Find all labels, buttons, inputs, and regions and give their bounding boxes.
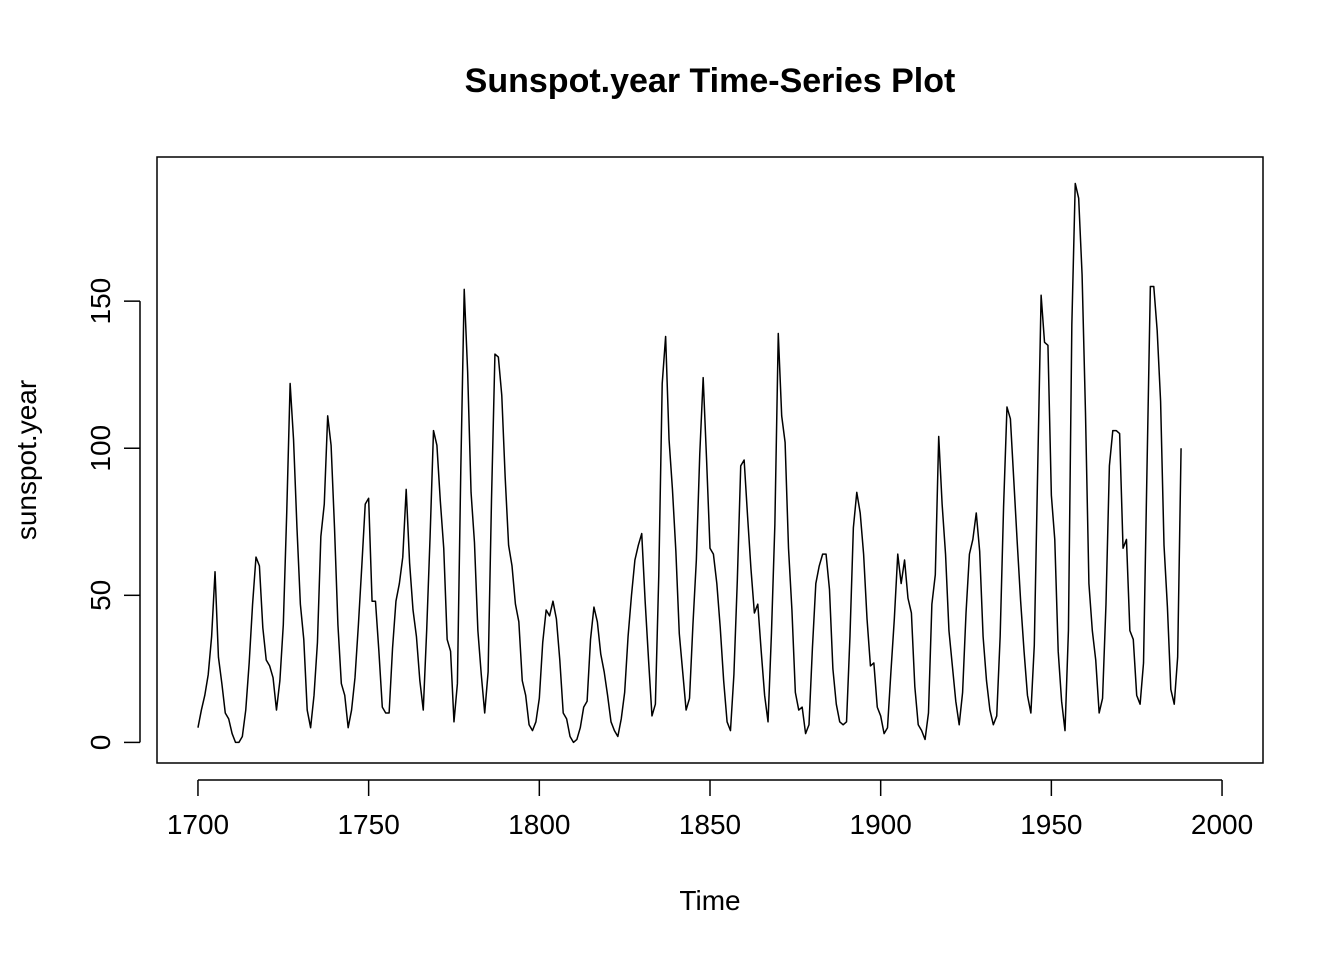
y-tick-label: 0 [85, 735, 116, 751]
x-tick-label: 2000 [1191, 809, 1253, 840]
x-tick-label: 1800 [508, 809, 570, 840]
sunspot-series-line [197, 182, 1182, 744]
y-axis-label: sunspot.year [11, 380, 42, 540]
y-tick-label: 150 [85, 278, 116, 325]
x-tick-label: 1850 [679, 809, 741, 840]
x-axis: 1700 1750 1800 1850 1900 1950 2000 [167, 779, 1253, 840]
y-tick-label: 100 [85, 425, 116, 472]
y-axis: 0 50 100 150 [85, 278, 141, 751]
x-tick-label: 1700 [167, 809, 229, 840]
x-tick-label: 1750 [337, 809, 399, 840]
x-axis-label: Time [679, 885, 740, 916]
y-tick-label: 50 [85, 580, 116, 611]
x-tick-label: 1950 [1020, 809, 1082, 840]
chart-title: Sunspot.year Time-Series Plot [465, 62, 956, 100]
x-tick-label: 1900 [850, 809, 912, 840]
plot-frame [156, 156, 1264, 764]
